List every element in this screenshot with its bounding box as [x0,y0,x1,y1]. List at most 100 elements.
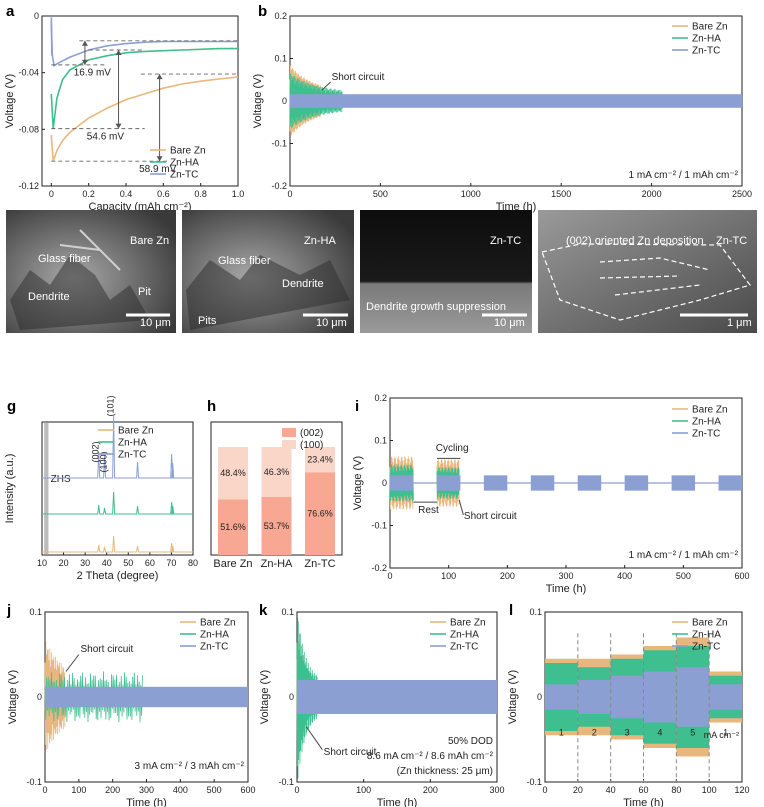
sem-image-c: Bare Zn Glass fiber Dendrite Pit 10 μm [6,210,176,333]
panel-letter-k: k [259,602,268,619]
panel-letter-j: j [6,602,11,619]
chart-h-bar-100 [261,447,292,498]
sem-d-label-glass-fiber: Glass fiber [218,255,271,267]
chart-a-ytick-label: 0 [34,11,39,21]
chart-g-legend-label: Bare Zn [118,426,154,437]
chart-l-tc-block [545,684,578,710]
chart-g-zhs-label: ZHS [51,474,71,485]
chart-i-xtick-label: 100 [441,571,456,581]
chart-j-xtick-label: 0 [42,785,47,795]
chart-a-arrow-16-head-top [81,40,88,46]
chart-g-peak-100: (100) [99,451,109,472]
panel-letter-a: a [6,3,15,20]
chart-l-ylabel: Voltage (V) [507,670,519,724]
chart-g-ylabel: Intensity (a.u.) [4,454,16,524]
chart-k-ytick-label: 0 [289,692,294,702]
sem-d-texture [186,255,350,330]
chart-l-xtick-label: 100 [702,785,717,795]
chart-h-label-100: 23.4% [307,455,333,465]
chart-i-rest-cycling: 0 100 200 300 400 500 600 0.2 0.1 0 -0.1 -0.2 Time (… [352,393,750,595]
chart-g-xrd: 10 20 30 40 50 60 70 80 2 Theta (degree) Intensit… [4,395,198,582]
chart-i-legend-label: Zn-HA [692,417,721,428]
chart-g-xlabel: 2 Theta (degree) [77,570,159,582]
sem-f-outline [541,243,751,321]
chart-i-ytick-label: 0.2 [374,393,387,403]
chart-h-texture-bars: 51.6% 48.4% Bare Zn 53.7% 46.3% Zn-HA 76.6% 23.… [210,421,343,570]
chart-i-annot-short: Short circuit [464,511,517,522]
chart-l-rate-label: 3 [625,727,630,737]
chart-b-tc-band [290,94,742,108]
chart-b-xtick-label: 2000 [642,189,662,199]
chart-g-xtick-label: 40 [102,558,112,568]
chart-b-condition: 1 mA cm⁻² / 1 mAh cm⁻² [629,170,739,181]
panel-letter-i: i [355,398,359,415]
chart-h-category: Zn-TC [304,558,335,570]
chart-i-xtick-label: 500 [676,571,691,581]
chart-b-annot-arrow [321,81,332,91]
chart-k-thickness: (Zn thickness: 25 μm) [397,766,493,777]
sem-c-label-dendrite: Dendrite [28,291,70,303]
chart-k-xtick-label: 300 [489,785,504,795]
sem-e-title: Zn-TC [490,235,521,247]
chart-h-legend-label: (100) [300,440,323,451]
chart-h-bar-002 [305,472,335,555]
chart-i-ylabel: Voltage (V) [352,456,364,510]
chart-j-legend-label: Zn-TC [200,642,228,653]
chart-a-ylabel: Voltage (V) [4,74,16,128]
chart-h-label-100: 48.4% [220,468,246,478]
chart-h-category: Zn-HA [261,558,293,570]
chart-l-legend-label: Bare Zn [692,618,728,629]
chart-l-rate-label: 1 [559,727,564,737]
chart-a-legend-label: Bare Zn [170,146,206,157]
chart-i-xtick-label: 400 [617,571,632,581]
chart-b-xtick-label: 500 [373,189,388,199]
chart-k-ha-trace [296,617,318,779]
chart-i-tc-block [530,475,555,491]
chart-k-dod: 50% DOD [448,736,493,747]
chart-i-xtick-label: 600 [734,571,749,581]
chart-i-ytick-label: 0 [382,478,387,488]
chart-b-ytick-label: 0.2 [274,11,287,21]
chart-j-ytick-label: 0.1 [29,607,42,617]
chart-g-xtick-label: 20 [59,558,69,568]
chart-b-legend-label: Bare Zn [692,22,728,33]
chart-k-annot-short: Short circuit [324,747,377,758]
chart-a-arrow-58-head-top [156,74,163,80]
chart-j-ylabel: Voltage (V) [7,670,19,724]
chart-b-xtick-label: 1500 [551,189,571,199]
chart-a-arrow-58-head-bottom [156,156,163,162]
chart-j-ytick-label: 0 [37,692,42,702]
chart-h-label-002: 76.6% [307,509,333,519]
chart-g-xtick-label: 80 [188,558,198,568]
chart-i-tc-block [436,475,461,491]
chart-g-legend-label: Zn-HA [118,438,147,449]
chart-b-legend-label: Zn-TC [692,46,720,57]
sem-f-title: Zn-TC [716,235,747,247]
chart-b-long-cycling: 0 500 1000 1500 2000 25000.20.10-0.1-0.2Time … [252,11,752,213]
chart-g-xtick-label: 10 [37,558,47,568]
panel-letter-l: l [509,602,513,619]
chart-l-xlabel: Time (h) [623,797,664,807]
sem-d-label-dendrite: Dendrite [282,278,324,290]
chart-j-legend-label: Zn-HA [200,630,229,641]
chart-k-legend-label: Zn-TC [450,642,478,653]
chart-a-arrow-54-head-top [115,50,122,55]
chart-k-ytick-label: -0.1 [278,777,294,787]
chart-l-ytick-label: 0 [537,692,542,702]
chart-j-xtick-label: 200 [105,785,120,795]
chart-a-legend-label: Zn-TC [170,170,198,181]
chart-j-annot-short: Short circuit [81,644,134,655]
chart-h-category: Bare Zn [213,558,252,570]
chart-l-legend-label: Zn-HA [692,630,721,641]
chart-a-series-line [50,76,239,162]
chart-l-xtick-label: 80 [671,785,681,795]
chart-j-xtick-label: 400 [173,785,188,795]
sem-f-layers [599,257,711,296]
sem-image-d: Zn-HA Glass fiber Dendrite Pits 10 μm [182,210,354,333]
chart-l-xtick-label: 60 [638,785,648,795]
chart-g-xtick-label: 30 [80,558,90,568]
chart-b-xtick-label: 0 [287,189,292,199]
chart-g-zhs-band [44,423,49,554]
